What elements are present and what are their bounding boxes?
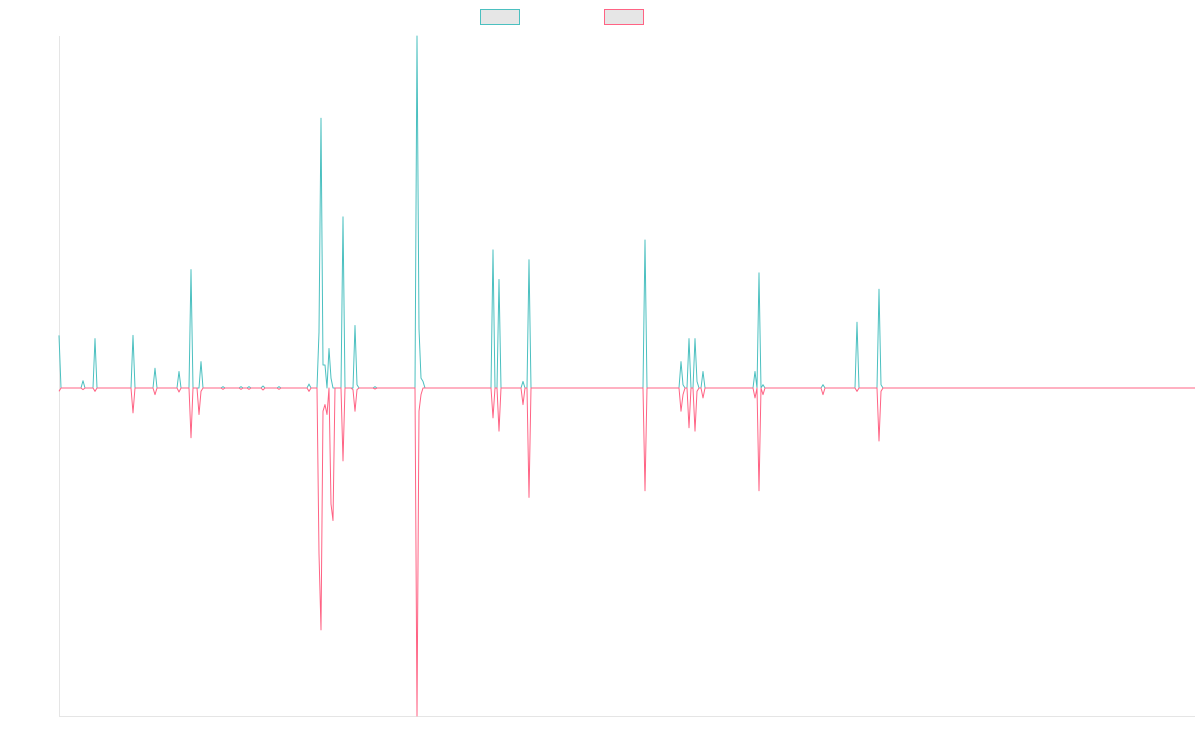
legend-item-series-b[interactable] xyxy=(604,9,650,25)
series-line-a xyxy=(58,35,1195,389)
series-line-b xyxy=(58,387,1195,717)
legend-swatch-series-b xyxy=(604,9,644,25)
series-layer xyxy=(58,35,1195,717)
legend-swatch-series-a xyxy=(480,9,520,25)
legend-item-series-a[interactable] xyxy=(480,9,526,25)
